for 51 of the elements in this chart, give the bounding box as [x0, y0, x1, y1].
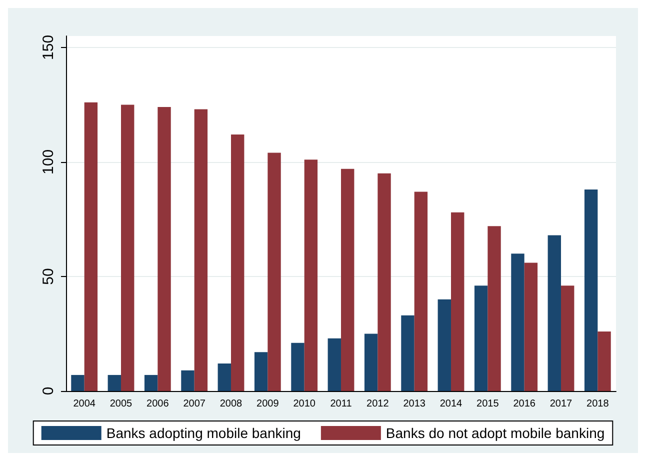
- bar: [548, 235, 561, 391]
- bar: [121, 104, 134, 391]
- legend-label: Banks do not adopt mobile banking: [386, 425, 605, 441]
- x-tick-label: 2010: [293, 398, 316, 410]
- bar: [181, 370, 194, 391]
- bar: [511, 254, 524, 391]
- bar: [268, 152, 281, 391]
- bar: [194, 109, 208, 391]
- x-tick-label: 2006: [146, 398, 170, 410]
- bar: [488, 226, 501, 391]
- bar: [158, 107, 171, 391]
- x-tick-label: 2012: [366, 398, 390, 410]
- bar: [341, 168, 354, 391]
- bar: [328, 338, 341, 391]
- y-tick-label: 0: [40, 386, 57, 396]
- bar: [108, 374, 121, 391]
- x-tick-label: 2007: [183, 398, 206, 410]
- bar: [254, 352, 268, 391]
- bar: [304, 160, 318, 391]
- x-tick-label: 2009: [256, 398, 280, 410]
- x-tick-label: 2017: [550, 398, 573, 410]
- x-tick-label: 2011: [330, 398, 352, 410]
- y-tick-label: 150: [40, 34, 57, 60]
- x-tick-label: 2014: [440, 398, 463, 410]
- bar: [84, 102, 98, 391]
- bar: [231, 134, 244, 391]
- bar: [474, 286, 488, 391]
- legend-label: Banks adopting mobile banking: [106, 425, 301, 441]
- bar: [451, 212, 464, 391]
- x-tick-label: 2018: [586, 398, 610, 410]
- bar: [598, 331, 611, 391]
- bar: [401, 315, 414, 391]
- bar: [378, 173, 391, 391]
- bar: [71, 374, 84, 391]
- bar: [291, 342, 304, 391]
- x-tick-label: 2005: [110, 398, 133, 410]
- x-tick-label: 2016: [513, 398, 536, 410]
- bar: [438, 299, 451, 391]
- bar: [561, 286, 574, 391]
- y-tick-label: 50: [40, 268, 57, 285]
- x-tick-label: 2015: [476, 398, 500, 410]
- bar: [144, 374, 158, 391]
- x-tick-label: 2013: [403, 398, 426, 410]
- bar: [584, 189, 598, 391]
- bar: [364, 334, 378, 391]
- bar: [414, 192, 428, 391]
- bar: [524, 262, 538, 391]
- bar: [218, 364, 231, 391]
- x-tick-label: 2008: [220, 398, 243, 410]
- x-tick-label: 2004: [73, 398, 96, 410]
- y-tick-label: 100: [40, 149, 57, 174]
